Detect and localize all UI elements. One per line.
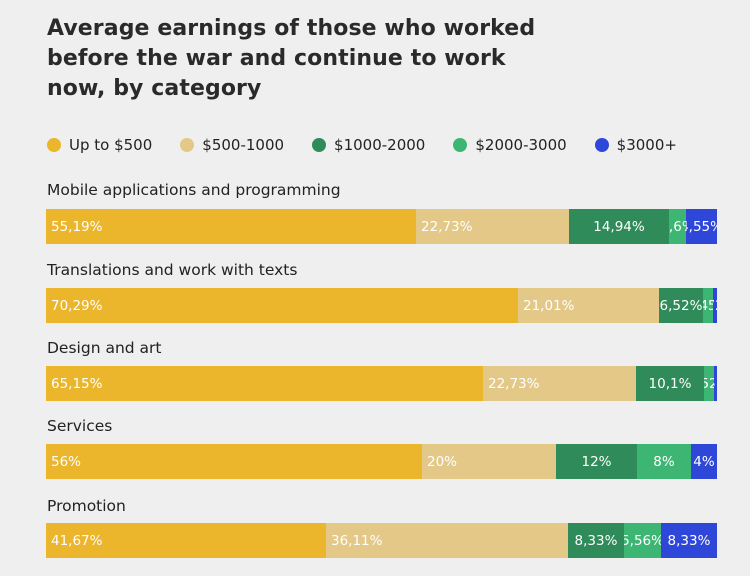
data-label: 12% <box>581 453 612 470</box>
bar-segment: 0,51% <box>714 366 717 401</box>
bar-segment: 22,73% <box>416 209 569 244</box>
stacked-bar: 41,67% 36,11% 8,33% 5,56% 8,33% <box>46 523 717 558</box>
stacked-bar: 55,19% 22,73% 14,94% 2,6%4,55% <box>46 209 717 244</box>
legend-label: Up to $500 <box>69 136 153 154</box>
bar-segment: 36,11% <box>326 523 568 558</box>
data-label: 0,51% <box>714 376 717 392</box>
bar-segment: 8,33% <box>661 523 717 558</box>
legend-item: Up to $500 <box>47 136 152 154</box>
data-label: 20% <box>427 453 458 470</box>
data-label: 22,73% <box>421 218 473 235</box>
bar-segment: 65,15% <box>46 366 483 401</box>
bar-segment: 14,94% <box>569 209 669 244</box>
category-label: Translations and work with texts <box>47 261 298 279</box>
legend-label: $1000-2000 <box>334 136 426 154</box>
data-label: 8,33% <box>667 532 711 549</box>
data-label: 56% <box>51 453 82 470</box>
data-label: 2,6% <box>669 218 686 235</box>
legend-item: $500-1000 <box>180 136 284 154</box>
bar-segment: 1,52% <box>704 366 714 401</box>
bar-segment: 22,73% <box>483 366 636 401</box>
data-label: 0,72% <box>713 298 717 314</box>
data-label: 8,33% <box>574 532 618 549</box>
data-label: 10,1% <box>648 375 692 392</box>
bar-segment: 6,52% <box>659 288 703 323</box>
data-label: 21,01% <box>523 297 575 314</box>
legend-swatch <box>180 138 195 152</box>
data-label: 36,11% <box>331 532 383 549</box>
stacked-bar: 56% 20% 12% 8% 4% <box>46 444 717 479</box>
legend-label: $3000+ <box>616 136 677 154</box>
category-label: Mobile applications and programming <box>47 181 341 199</box>
bar-segment: 0,72% <box>713 288 717 323</box>
legend-swatch <box>47 138 61 152</box>
legend-item: $1000-2000 <box>312 136 425 154</box>
bar-segment: 8% <box>637 444 691 479</box>
category-label: Promotion <box>47 497 126 515</box>
data-label: 41,67% <box>51 532 103 549</box>
legend-label: $2000-3000 <box>475 136 567 154</box>
bar-segment: 56% <box>46 444 422 479</box>
legend-swatch <box>312 138 327 152</box>
bar-segment: 8,33% <box>568 523 624 558</box>
bar-segment: 10,1% <box>636 366 704 401</box>
data-label: 1,52% <box>704 375 714 392</box>
data-label: 22,73% <box>488 375 540 392</box>
legend-item: $2000-3000 <box>453 136 567 154</box>
bar-segment: 12% <box>556 444 637 479</box>
stacked-bar: 65,15% 22,73% 10,1% 1,52%0,51% <box>46 366 717 401</box>
data-label: 5,56% <box>624 532 661 549</box>
data-label: 14,94% <box>593 218 645 235</box>
data-label: 6,52% <box>659 297 703 314</box>
bar-segment: 5,56% <box>624 523 661 558</box>
stacked-bar: 70,29% 21,01% 6,52%1,45%0,72% <box>46 288 717 323</box>
bar-segment: 20% <box>422 444 556 479</box>
chart-title: Average earnings of those who worked bef… <box>47 16 536 101</box>
data-label: 8% <box>653 453 675 470</box>
data-label: 70,29% <box>51 297 103 314</box>
data-label: 1,45% <box>703 297 713 314</box>
legend-swatch <box>594 138 609 152</box>
bar-segment: 2,6% <box>669 209 686 244</box>
data-label: 4,55% <box>686 218 717 235</box>
category-label: Services <box>47 417 113 435</box>
data-label: 4% <box>693 453 715 470</box>
bar-segment: 55,19% <box>46 209 416 244</box>
bar-segment: 1,45% <box>703 288 713 323</box>
category-label: Design and art <box>47 339 162 357</box>
bar-segment: 70,29% <box>46 288 518 323</box>
bar-segment: 21,01% <box>518 288 659 323</box>
bar-segment: 4% <box>691 444 717 479</box>
bar-segment: 41,67% <box>46 523 326 558</box>
legend-label: $500-1000 <box>202 136 285 154</box>
legend-item: $3000+ <box>594 136 677 154</box>
legend: Up to $500 $500-1000 $1000-2000 $2000-3000 $… <box>47 134 705 156</box>
data-label: 65,15% <box>51 375 103 392</box>
bar-segment: 4,55% <box>686 209 717 244</box>
data-label: 55,19% <box>51 218 103 235</box>
legend-swatch <box>453 138 468 152</box>
